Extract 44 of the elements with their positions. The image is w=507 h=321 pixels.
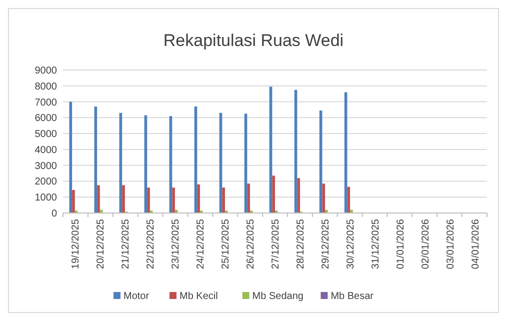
y-tick-label: 5000 <box>34 129 58 140</box>
chart-title: Rekapitulasi Ruas Wedi <box>163 31 344 50</box>
x-tick-label: 22/12/2025 <box>145 218 156 270</box>
bar <box>97 185 100 213</box>
x-tick-label: 28/12/2025 <box>296 218 307 270</box>
x-tick-label: 25/12/2025 <box>220 218 232 270</box>
x-tick-label: 02/01/2026 <box>420 218 432 270</box>
x-tick-label: 01/01/2026 <box>396 218 407 270</box>
bar <box>272 176 275 213</box>
y-tick-label: 6000 <box>34 113 58 124</box>
bar <box>122 185 125 213</box>
x-tick-label: 31/12/2025 <box>370 218 382 270</box>
bar <box>172 188 175 213</box>
x-tick-label: 04/01/2026 <box>470 218 482 270</box>
y-tick-label: 7000 <box>34 97 58 108</box>
bar <box>222 188 225 213</box>
x-tick-label: 03/01/2026 <box>446 218 457 270</box>
x-tick-label: 21/12/2025 <box>120 218 132 270</box>
bar <box>297 178 300 213</box>
bar <box>147 188 150 213</box>
x-tick-label: 29/12/2025 <box>320 218 332 270</box>
x-tick-label: 26/12/2025 <box>245 218 256 270</box>
bar <box>72 190 75 213</box>
legend-label: Mb Kecil <box>180 291 218 302</box>
legend-label: Mb Sedang <box>252 291 304 302</box>
bar <box>347 186 350 213</box>
y-tick-label: 0 <box>51 208 58 220</box>
y-tick-label: 9000 <box>34 66 58 76</box>
legend-label: Mb Besar <box>330 291 374 302</box>
y-tick-label: 2000 <box>34 176 58 188</box>
bar <box>322 184 326 213</box>
x-tick-label: 24/12/2025 <box>195 218 206 270</box>
y-tick-label: 1000 <box>34 192 58 204</box>
x-tick-label: 23/12/2025 <box>170 218 182 270</box>
y-tick-label: 3000 <box>34 160 58 172</box>
y-tick-label: 4000 <box>34 144 58 156</box>
bar <box>197 184 200 213</box>
bar <box>247 184 250 213</box>
x-tick-label: 20/12/2025 <box>95 218 106 270</box>
x-tick-label: 30/12/2025 <box>346 218 357 270</box>
y-tick-label: 8000 <box>34 81 58 92</box>
legend-label: Motor <box>124 291 150 302</box>
x-tick-label: 19/12/2025 <box>70 218 82 270</box>
x-tick-label: 27/12/2025 <box>270 218 282 270</box>
